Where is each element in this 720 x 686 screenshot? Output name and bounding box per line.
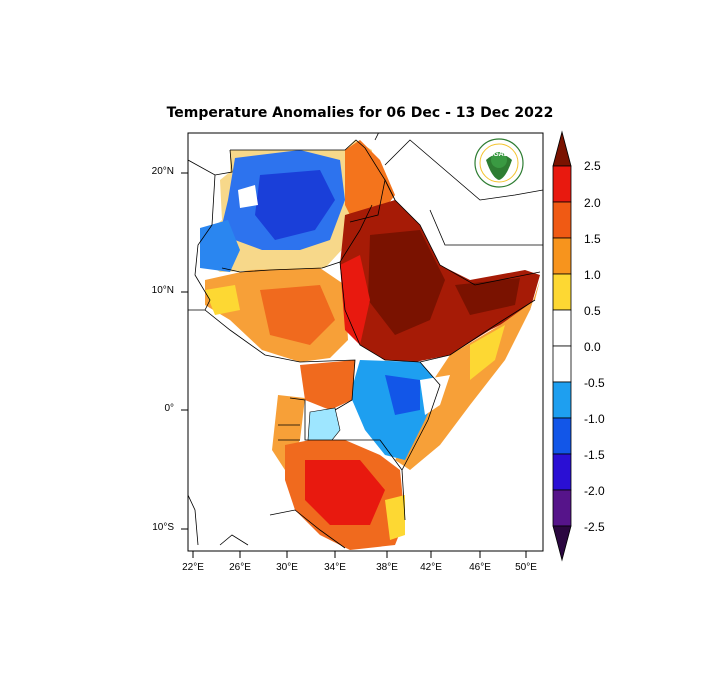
colorbar-bottom-triangle — [552, 525, 572, 562]
lon-label-22e: 22°E — [182, 562, 204, 573]
lon-label-30e: 30°E — [276, 562, 298, 573]
hot-core-east — [455, 278, 520, 315]
lon-label-42e: 42°E — [420, 562, 442, 573]
yellow-tanzania — [385, 495, 405, 540]
colorbar-box — [552, 417, 572, 455]
axis-ticks — [181, 172, 527, 558]
igad-logo — [474, 138, 524, 188]
colorbar-label: 0.0 — [584, 340, 601, 354]
lat-label-10n: 10°N — [151, 285, 174, 296]
country-borders — [188, 133, 543, 549]
region-west-lakes — [272, 395, 305, 470]
red-rim — [340, 255, 370, 345]
cool-west — [200, 220, 240, 272]
yellow-west — [205, 285, 240, 315]
lon-label-46e: 46°E — [469, 562, 491, 573]
colorbar-label: 1.0 — [584, 268, 601, 282]
colorbar-label: 1.5 — [584, 232, 601, 246]
hot-core-ethiopia — [368, 230, 445, 335]
logo-text: IGAD — [491, 151, 509, 158]
colorbar-label: -1.0 — [584, 412, 605, 426]
colorbar-label: -1.5 — [584, 448, 605, 462]
map-title: Temperature Anomalies for 06 Dec - 13 De… — [166, 105, 554, 121]
hot-tanzania — [305, 460, 385, 525]
colorbar-label: -2.0 — [584, 484, 605, 498]
lat-label-10s: 10°S — [152, 522, 174, 533]
colorbar-box — [552, 489, 572, 527]
colorbar-box — [552, 237, 572, 275]
lat-label-20n: 20°N — [151, 166, 174, 177]
colorbar-box — [552, 201, 572, 239]
colorbar-label: 0.5 — [584, 304, 601, 318]
yellow-somalia — [470, 325, 505, 380]
colorbar-label: 2.0 — [584, 196, 601, 210]
lon-label-50e: 50°E — [515, 562, 537, 573]
colorbar-box — [552, 165, 572, 203]
cold-kenya — [385, 375, 420, 415]
colorbar-label: -2.5 — [584, 520, 605, 534]
colorbar-box — [552, 453, 572, 491]
colorbar-box — [552, 381, 572, 419]
colorbar-box — [552, 345, 572, 383]
colorbar-label: 2.5 — [584, 159, 601, 173]
lon-label-38e: 38°E — [376, 562, 398, 573]
colorbar — [552, 130, 572, 562]
colorbar-label: -0.5 — [584, 376, 605, 390]
region-uganda — [300, 360, 355, 410]
colorbar-box — [552, 309, 572, 347]
colorbar-box — [552, 273, 572, 311]
colorbar-top-triangle — [552, 130, 572, 167]
anomaly-field — [200, 140, 540, 550]
lat-label-0: 0° — [164, 403, 174, 414]
white-patch — [238, 185, 258, 208]
lon-label-34e: 34°E — [324, 562, 346, 573]
white-kenya — [420, 375, 450, 415]
cold-patch-core — [255, 170, 335, 240]
lon-label-26e: 26°E — [229, 562, 251, 573]
lake-victoria — [307, 407, 341, 446]
map-frame — [187, 132, 544, 552]
warm-core-south-sudan — [260, 285, 335, 345]
